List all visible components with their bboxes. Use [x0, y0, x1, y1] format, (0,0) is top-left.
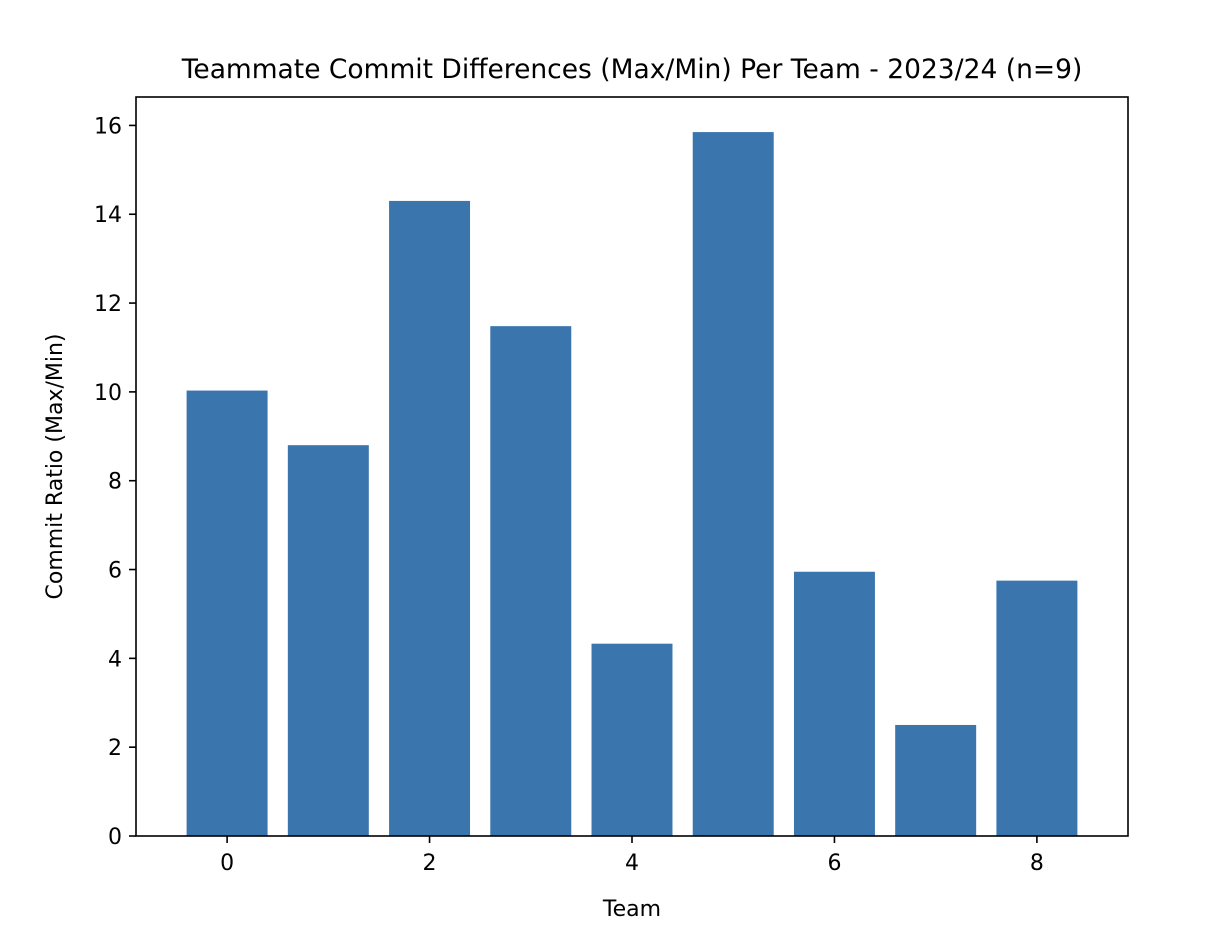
bar-team-2: [389, 200, 471, 837]
x-tick-label: 6: [827, 851, 841, 876]
y-axis-label: Commit Ratio (Max/Min): [43, 334, 68, 600]
bar-team-1: [287, 445, 369, 836]
bars-group: [186, 132, 1078, 837]
x-tick-label: 8: [1030, 851, 1044, 876]
bar-team-0: [186, 390, 268, 836]
bar-team-7: [895, 724, 977, 836]
y-tick-label: 12: [94, 292, 122, 317]
x-axis: 0 2 4 6 8: [220, 836, 1044, 876]
bar-team-3: [490, 326, 572, 836]
y-tick-label: 16: [94, 114, 122, 139]
x-tick-label: 0: [220, 851, 234, 876]
x-tick-label: 2: [423, 851, 437, 876]
y-axis: 0 2 4 6 8 10 12 14 16: [94, 114, 136, 850]
bar-team-4: [591, 643, 673, 836]
y-tick-label: 2: [108, 736, 122, 761]
y-tick-label: 14: [94, 203, 122, 228]
y-tick-label: 4: [108, 647, 122, 672]
x-tick-label: 4: [625, 851, 639, 876]
y-tick-label: 0: [108, 825, 122, 850]
x-axis-label: Team: [602, 897, 661, 922]
bar-team-8: [996, 580, 1078, 836]
y-tick-label: 10: [94, 381, 122, 406]
chart-title: Teammate Commit Differences (Max/Min) Pe…: [181, 54, 1083, 85]
bar-team-6: [793, 571, 875, 836]
y-tick-label: 8: [108, 470, 122, 495]
y-tick-label: 6: [108, 559, 122, 584]
bar-team-5: [692, 132, 774, 836]
